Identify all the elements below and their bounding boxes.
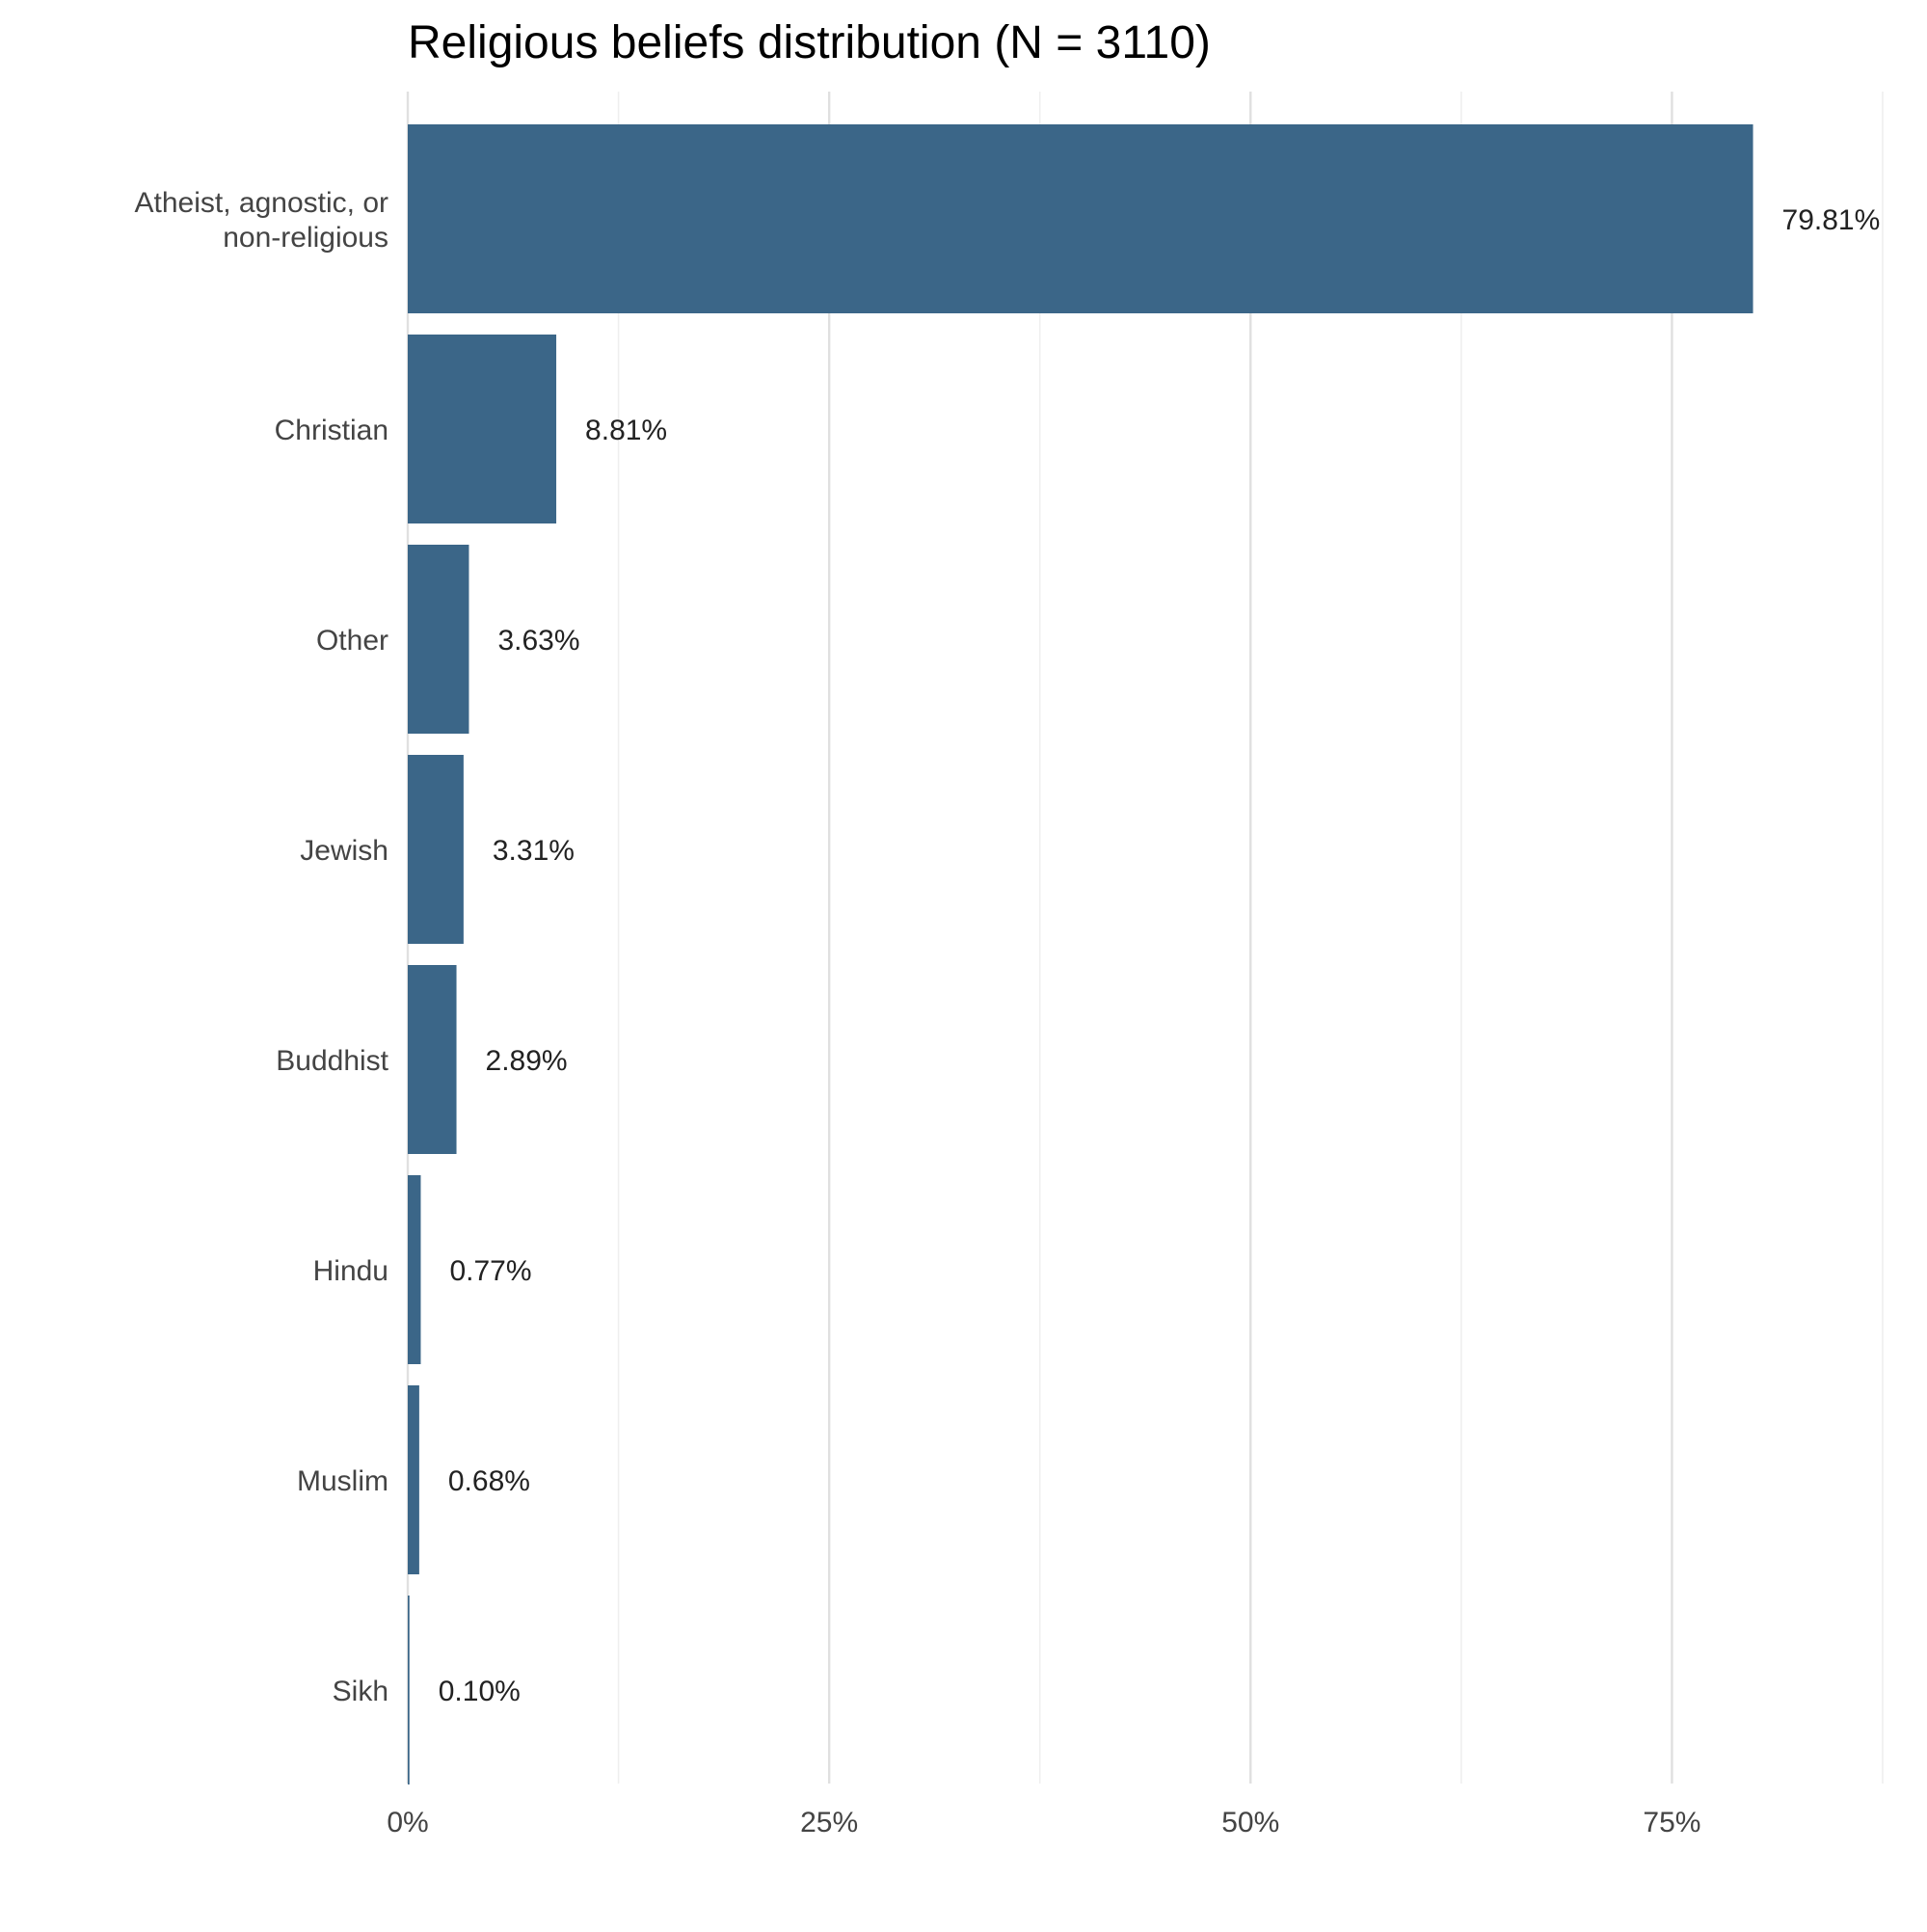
bar — [408, 965, 457, 1154]
bars — [408, 124, 1753, 1784]
bar — [408, 755, 464, 944]
value-label: 0.10% — [439, 1676, 521, 1707]
bar — [408, 1385, 419, 1574]
category-label: Sikh — [333, 1676, 388, 1707]
category-label: Atheist, agnostic, or — [135, 187, 388, 219]
x-tick-label: 0% — [387, 1807, 428, 1838]
category-label: Other — [316, 625, 388, 657]
value-label: 0.77% — [449, 1255, 531, 1287]
value-label: 8.81% — [585, 415, 667, 446]
bar — [408, 1175, 421, 1364]
chart-title: Religious beliefs distribution (N = 3110… — [408, 17, 1211, 68]
value-label: 0.68% — [448, 1465, 530, 1497]
value-label: 2.89% — [486, 1045, 568, 1077]
category-label: Muslim — [297, 1465, 388, 1497]
category-label: Hindu — [313, 1255, 388, 1287]
x-tick-label: 50% — [1221, 1807, 1279, 1838]
value-label: 3.63% — [497, 625, 579, 657]
value-labels: 79.81% 8.81% 3.63% 3.31% 2.89% 0.77% 0.68% 0.10… — [439, 204, 1881, 1707]
bar — [408, 545, 469, 734]
x-tick-label: 25% — [800, 1807, 858, 1838]
x-tick-labels: 0% 25% 50% 75% — [387, 1807, 1700, 1838]
x-tick-label: 75% — [1643, 1807, 1700, 1838]
bar — [408, 335, 557, 523]
category-label: Christian — [275, 415, 388, 446]
category-label: Buddhist — [276, 1045, 388, 1077]
value-label: 79.81% — [1782, 204, 1881, 236]
bar — [408, 1596, 410, 1784]
value-label: 3.31% — [493, 835, 575, 867]
category-label: non-religious — [223, 222, 388, 254]
category-label: Jewish — [300, 835, 388, 867]
bar — [408, 124, 1753, 313]
